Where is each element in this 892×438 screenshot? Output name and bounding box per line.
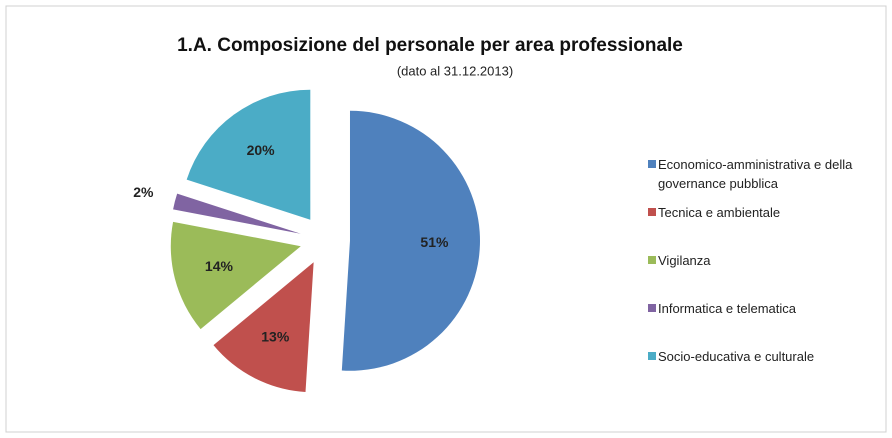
chart-subtitle: (dato al 31.12.2013) xyxy=(397,63,513,78)
legend-label: Socio-educativa e culturale xyxy=(658,349,815,364)
data-label: 20% xyxy=(247,142,276,158)
legend-entry: Economico-amministrativa e della governa… xyxy=(648,155,886,193)
legend-label: Informatica e telematica xyxy=(658,301,797,316)
legend-entry: Tecnica e ambientale xyxy=(648,203,886,222)
pie-slice xyxy=(173,193,301,234)
data-label: 2% xyxy=(133,184,154,200)
legend-swatch xyxy=(648,208,656,216)
chart-title: 1.A. Composizione del personale per area… xyxy=(177,35,683,56)
legend-entry: Informatica e telematica xyxy=(648,299,886,318)
data-label: 51% xyxy=(420,234,449,250)
data-label: 14% xyxy=(205,258,234,274)
legend-swatch xyxy=(648,256,656,264)
legend-label: Vigilanza xyxy=(658,253,711,268)
legend-swatch xyxy=(648,352,656,360)
pie-slice xyxy=(170,221,301,330)
pie-slice xyxy=(186,89,311,220)
legend-entry: Vigilanza xyxy=(648,251,886,270)
legend-label: Tecnica e ambientale xyxy=(658,205,781,220)
data-label: 13% xyxy=(261,328,290,344)
legend-label: Economico-amministrativa e della governa… xyxy=(658,157,853,191)
legend-swatch xyxy=(648,160,656,168)
pie-slice xyxy=(213,262,314,393)
pie-slice xyxy=(341,110,480,371)
legend-entry: Socio-educativa e culturale xyxy=(648,347,886,366)
legend-swatch xyxy=(648,304,656,312)
